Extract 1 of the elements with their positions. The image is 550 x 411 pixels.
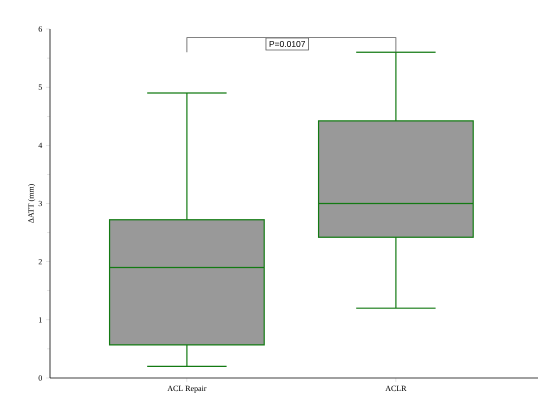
annotation: P=0.0107	[270, 41, 306, 47]
